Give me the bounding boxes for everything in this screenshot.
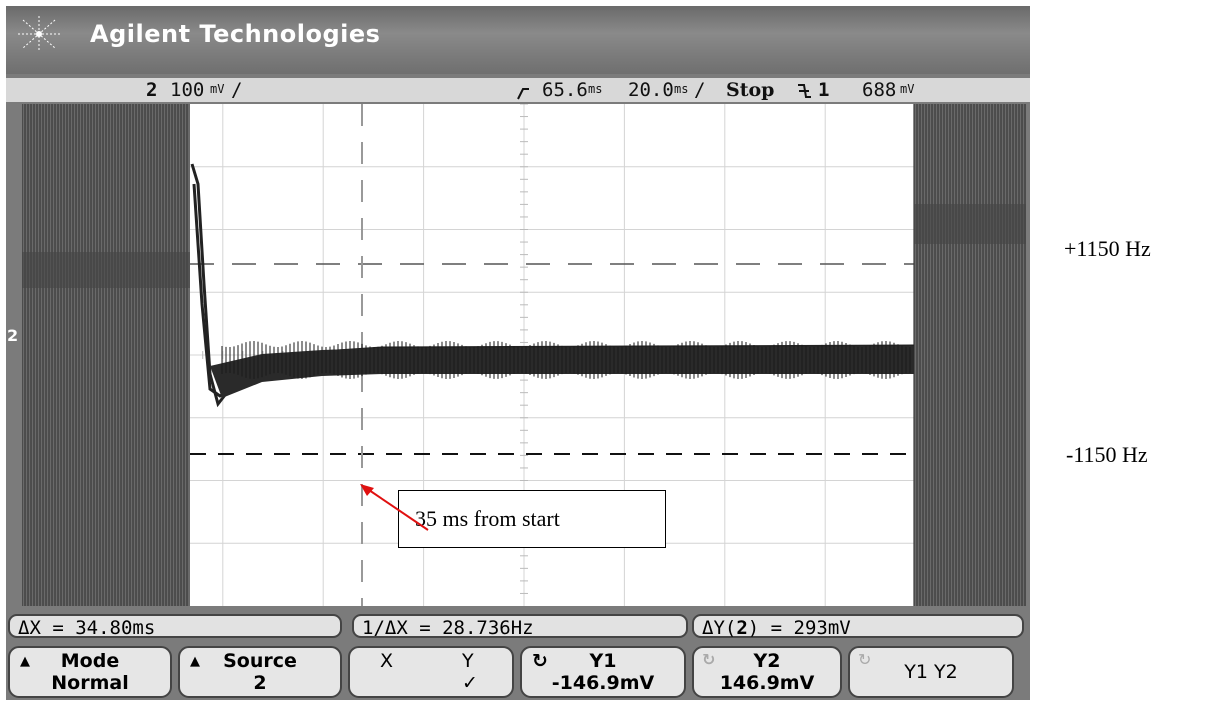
marker-note-callout: 35 ms from start (398, 490, 666, 548)
delay-value: 65.6 (542, 79, 588, 101)
status-line: 2 100 mV / 65.6 ms 20.0 ms / Stop 1 688 … (6, 78, 1030, 102)
y1-softkey[interactable]: ↻ Y1 -146.9mV (520, 646, 686, 698)
delay-unit: ms (588, 82, 603, 96)
callout-arrow (360, 484, 429, 531)
trace-burst-right (914, 104, 1026, 606)
upper-level-label: +1150 Hz (1064, 236, 1151, 261)
trace-level-band (22, 252, 190, 288)
rotate-knob-icon: ↻ (702, 650, 716, 669)
falling-edge-icon (798, 84, 811, 98)
lower-level-label: -1150 Hz (1066, 442, 1148, 467)
time-per-div: 20.0 (628, 79, 674, 101)
trigger-channel: 1 (818, 79, 830, 101)
measurement-bar: ΔX = 34.80ms 1/ΔX = 28.736Hz ΔY(2) = 293… (6, 614, 1030, 642)
run-state: Stop (726, 79, 775, 101)
agilent-spark-logo (18, 16, 60, 52)
xy-softkey[interactable]: X Y ✓ (348, 646, 514, 698)
volts-per-div: 100 (170, 79, 205, 101)
oscilloscope-screen: Agilent Technologies 2 100 mV / 65.6 ms … (6, 6, 1030, 700)
trigger-level: 688 (862, 79, 897, 101)
trigger-edge-marker (517, 88, 529, 100)
y1-y2-softkey[interactable]: ↻ Y1 Y2 (848, 646, 1014, 698)
trace-level-band (914, 204, 1026, 244)
brand-name: Agilent Technologies (90, 20, 381, 48)
time-unit: ms (674, 82, 689, 96)
channel-ground-marker: 2 (7, 326, 19, 345)
y2-softkey[interactable]: ↻ Y2 146.9mV (692, 646, 842, 698)
up-arrow-icon: ▲ (190, 654, 200, 669)
delta-x-readout: ΔX = 34.80ms (8, 614, 342, 639)
mode-softkey[interactable]: ▲ Mode Normal (8, 646, 172, 698)
waveform-plot (22, 104, 1026, 606)
rotate-knob-icon: ↻ (532, 650, 548, 672)
waveform-graticule (22, 104, 1026, 606)
up-arrow-icon: ▲ (20, 654, 30, 669)
inverse-delta-x-readout: 1/ΔX = 28.736Hz (352, 614, 688, 639)
cursor-lines (22, 104, 1026, 606)
source-softkey[interactable]: ▲ Source 2 (178, 646, 342, 698)
volts-unit: mV (210, 82, 225, 96)
check-icon: ✓ (462, 672, 478, 694)
title-bar: Agilent Technologies (6, 6, 1030, 74)
channel-number: 2 (146, 79, 158, 101)
trigger-unit: mV (900, 82, 915, 96)
rotate-knob-icon: ↻ (858, 650, 872, 669)
softkey-row: ▲ Mode Normal ▲ Source 2 X Y ✓ ↻ Y1 -146… (6, 646, 1030, 700)
delta-y-readout: ΔY(2) = 293mV (692, 614, 1024, 639)
channel-2-trace (22, 104, 1026, 606)
